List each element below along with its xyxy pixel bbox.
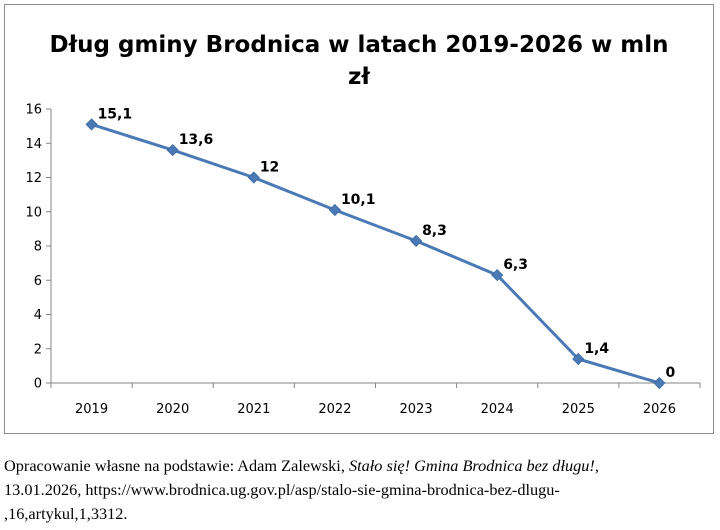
y-tick-label: 0 (34, 377, 42, 392)
x-tick-label: 2019 (75, 402, 108, 417)
y-tick-label: 8 (34, 240, 42, 255)
data-point-marker (85, 118, 98, 131)
x-tick-label: 2025 (562, 402, 595, 417)
data-label: 15,1 (98, 106, 133, 122)
data-label: 13,6 (179, 132, 214, 148)
data-label: 6,3 (503, 257, 528, 273)
caption-prefix: Opracowanie własne na podstawie: Adam Za… (4, 456, 349, 475)
data-label: 10,1 (341, 192, 376, 208)
data-point-marker (247, 171, 260, 184)
data-label: 8,3 (422, 223, 447, 239)
y-tick-label: 2 (34, 342, 42, 357)
y-tick-label: 10 (25, 205, 42, 220)
y-tick-label: 6 (34, 274, 42, 289)
data-label: 12 (260, 160, 279, 176)
chart-frame: Dług gminy Brodnica w latach 2019-2026 w… (4, 4, 714, 434)
data-point-marker (328, 203, 341, 217)
data-point-marker (491, 269, 504, 282)
x-tick-label: 2024 (481, 402, 514, 417)
data-point-marker (653, 376, 666, 390)
chart-title-line-2: zł (348, 64, 370, 90)
caption-article-title: Stało się! Gmina Brodnica bez długu! (348, 456, 595, 475)
caption-line-2: 13.01.2026, https://www.brodnica.ug.gov.… (4, 480, 560, 499)
x-tick-label: 2026 (643, 402, 676, 417)
x-tick-label: 2022 (318, 402, 351, 417)
data-point-marker (410, 234, 423, 247)
line-chart: 0 2 4 6 8 10 12 14 16 2019 2020 2021 2022 2023 2024 202… (25, 103, 701, 417)
source-caption: Opracowanie własne na podstawie: Adam Za… (4, 454, 716, 526)
chart-title: Dług gminy Brodnica w latach 2019-2026 w… (5, 29, 713, 93)
x-tick-label: 2020 (156, 402, 189, 417)
y-tick-label: 12 (25, 171, 42, 186)
caption-suffix: , (594, 456, 599, 475)
data-point-marker (166, 144, 179, 157)
caption-line-3: ,16,artykul,1,3312. (4, 504, 128, 523)
series-line (90, 122, 661, 385)
x-tick-label: 2021 (237, 402, 270, 417)
y-tick-label: 4 (34, 308, 42, 323)
caption-line-1: Opracowanie własne na podstawie: Adam Za… (4, 454, 716, 478)
data-point-marker (572, 352, 585, 366)
x-tick-label: 2023 (400, 402, 433, 417)
data-label: 1,4 (584, 341, 609, 357)
chart-title-line-1: Dług gminy Brodnica w latach 2019-2026 w… (49, 32, 669, 58)
data-label: 0 (665, 365, 675, 381)
y-tick-label: 16 (25, 103, 42, 118)
y-tick-label: 14 (25, 137, 42, 152)
